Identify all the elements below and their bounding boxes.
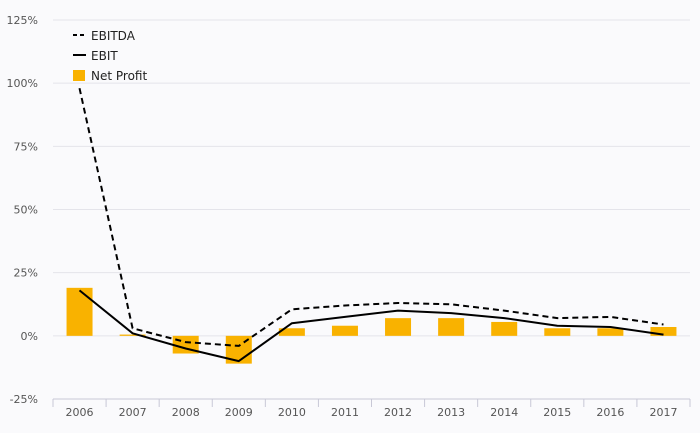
y-tick-label: 100% bbox=[7, 77, 38, 90]
net-profit-bar-2017 bbox=[650, 326, 677, 336]
x-tick-label: 2010 bbox=[278, 406, 306, 419]
x-tick-label: 2007 bbox=[119, 406, 147, 419]
legend-net-profit-label: Net Profit bbox=[91, 69, 147, 83]
net-profit-bar-2011 bbox=[331, 325, 358, 336]
y-axis-tick-labels: -25% 0% 25% 50% 75% 100% 125% bbox=[7, 14, 38, 406]
series-lines bbox=[78, 87, 664, 363]
ebit-line bbox=[78, 289, 664, 363]
legend: EBITDA EBIT Net Profit bbox=[73, 29, 147, 83]
net-profit-bar-2010 bbox=[278, 328, 305, 336]
x-tick-label: 2015 bbox=[543, 406, 571, 419]
ebitda-line bbox=[78, 87, 664, 347]
y-tick-label: 25% bbox=[14, 267, 38, 280]
x-tick-label: 2014 bbox=[490, 406, 518, 419]
net-profit-bar-2006 bbox=[66, 287, 93, 336]
y-tick-label: -25% bbox=[10, 393, 38, 406]
net-profit-bar-2013 bbox=[438, 318, 465, 336]
y-tick-label: 75% bbox=[14, 140, 38, 153]
y-tick-label: 50% bbox=[14, 204, 38, 217]
net-profit-bar-2012 bbox=[385, 318, 412, 336]
x-tick-label: 2008 bbox=[172, 406, 200, 419]
x-tick-label: 2009 bbox=[225, 406, 253, 419]
net-profit-bar-2016 bbox=[597, 328, 624, 336]
y-tick-label: 0% bbox=[21, 330, 38, 343]
x-tick-label: 2011 bbox=[331, 406, 359, 419]
legend-ebitda-label: EBITDA bbox=[91, 29, 136, 43]
x-tick-label: 2016 bbox=[596, 406, 624, 419]
net-profit-bar-2007 bbox=[119, 334, 146, 336]
y-tick-label: 125% bbox=[7, 14, 38, 27]
x-axis: 2006 2007 2008 2009 2010 2011 2012 2013 2014 2015… bbox=[52, 398, 691, 419]
net-profit-bar-2014 bbox=[491, 321, 518, 336]
legend-ebit-label: EBIT bbox=[91, 49, 118, 63]
x-tick-label: 2006 bbox=[66, 406, 94, 419]
x-tick-label: 2017 bbox=[649, 406, 677, 419]
net-profit-bar-2015 bbox=[544, 328, 571, 336]
x-tick-label: 2012 bbox=[384, 406, 412, 419]
grid-lines bbox=[53, 19, 690, 400]
x-tick-label: 2013 bbox=[437, 406, 465, 419]
legend-net-profit-swatch bbox=[73, 70, 85, 81]
